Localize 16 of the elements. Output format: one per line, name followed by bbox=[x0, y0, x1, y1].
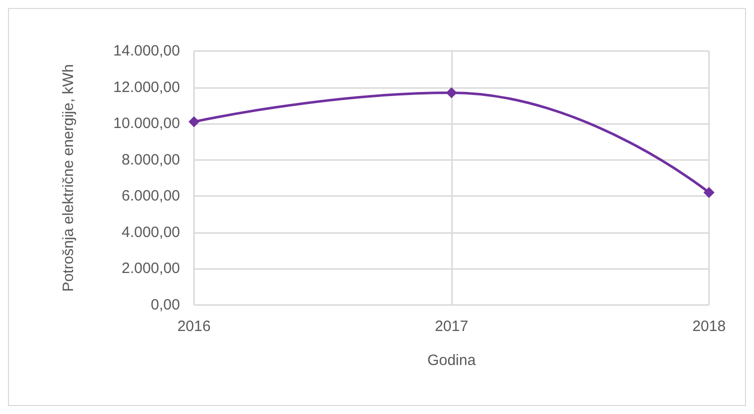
y-tick-label: 12.000,00 bbox=[113, 78, 180, 96]
y-axis-title: Potrošnja električne energije, kWh bbox=[60, 64, 77, 292]
point bbox=[704, 187, 714, 198]
y-tick-label: 4.000,00 bbox=[122, 224, 180, 241]
y-tick-label: 10.000,00 bbox=[113, 115, 180, 132]
y-tick-label: 6.000,00 bbox=[122, 188, 180, 205]
y-tick-label: 2.000,00 bbox=[122, 260, 180, 278]
point bbox=[446, 87, 457, 98]
y-tick-label: 14.000,00 bbox=[113, 42, 180, 60]
point bbox=[188, 116, 200, 128]
y-tick-label: 8.000,00 bbox=[122, 151, 180, 168]
x-tick-label: 2018 bbox=[692, 318, 726, 335]
x-tick-label: 2016 bbox=[177, 318, 211, 335]
x-axis-title: Godina bbox=[427, 352, 476, 369]
y-tick-label: 0,00 bbox=[150, 296, 180, 314]
x-tick-label: 2017 bbox=[434, 318, 468, 335]
